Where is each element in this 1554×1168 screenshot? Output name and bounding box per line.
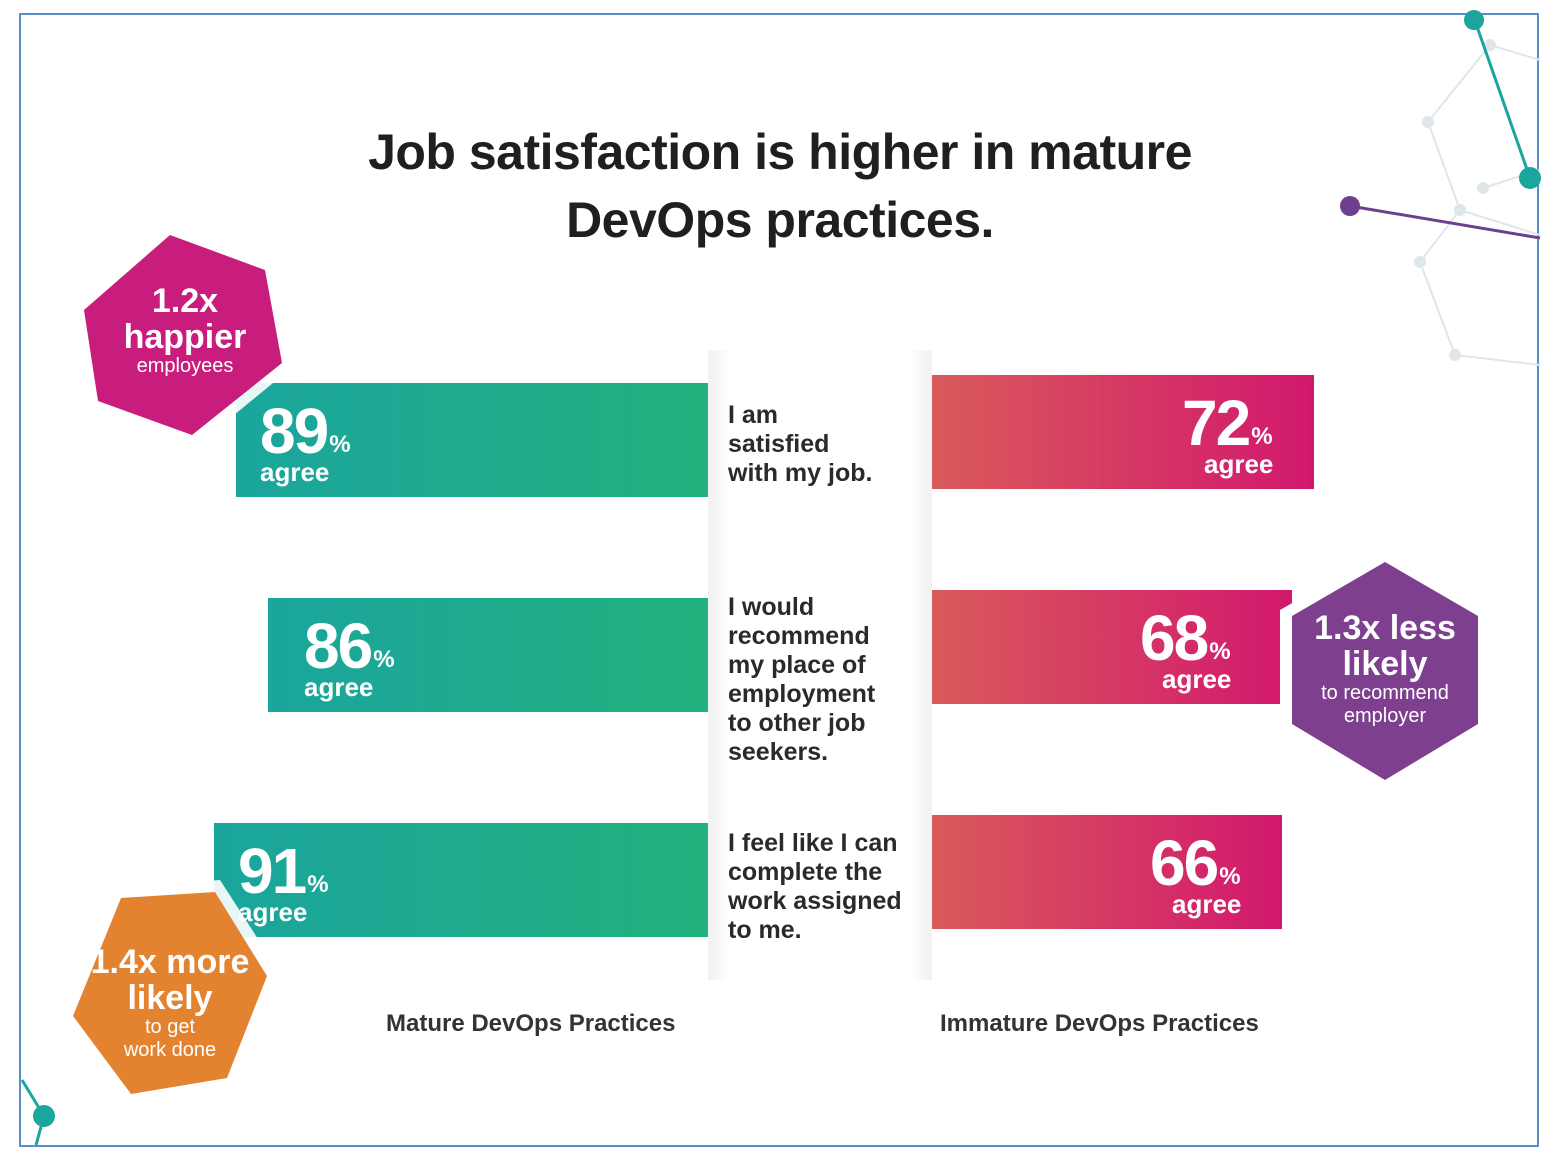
bar-immature: [932, 590, 1292, 704]
value-number: 72: [1182, 387, 1251, 459]
bar-immature: [932, 375, 1314, 489]
value-label-immature: 66%: [1150, 831, 1241, 895]
statement-line: work assigned: [728, 887, 902, 915]
hexagon-shape: [1280, 550, 1490, 792]
badge-workdone-big2: likely: [127, 979, 213, 1017]
statement-line: I feel like I can: [728, 829, 898, 857]
statement-line: recommend: [728, 622, 870, 650]
value-number: 89: [260, 395, 329, 467]
statement-line: I would: [728, 593, 815, 621]
value-label-immature: 72%: [1182, 391, 1273, 455]
percent-sign: %: [1251, 423, 1273, 450]
agree-label-immature: agree: [1172, 889, 1242, 919]
agree-label-mature: agree: [238, 897, 308, 927]
statement-line: complete the: [728, 858, 883, 886]
hexagon-shape: [60, 880, 280, 1106]
statement-line: to other job: [728, 709, 866, 737]
hexagon-shape: [70, 223, 295, 447]
statement-line: seekers.: [728, 738, 829, 766]
bar-mature: [268, 598, 708, 712]
statement-line: with my job.: [728, 459, 873, 487]
statement-line: employment: [728, 680, 876, 708]
agree-label-immature: agree: [1162, 664, 1232, 694]
statement-satisfied: I am satisfied with my job.: [728, 401, 928, 488]
badge-recommend-big1: 1.3x less: [1314, 609, 1456, 647]
statement-line: to me.: [728, 916, 802, 944]
badge-happier-small: employees: [136, 355, 234, 377]
value-number: 91: [238, 835, 307, 907]
badge-happier: 1.2x happier employees: [70, 215, 300, 460]
center-divider: [708, 350, 932, 980]
bar-mature: [214, 823, 708, 937]
bar-immature: [932, 815, 1282, 929]
value-label-mature: 86%: [304, 614, 395, 678]
agree-label-mature: agree: [304, 672, 374, 702]
badge-workdone: 1.4x more likely to get work done: [55, 878, 285, 1118]
badge-recommend-small1: to recommend: [1321, 682, 1449, 704]
axis-label-mature: Mature DevOps Practices: [386, 1010, 676, 1037]
value-label-mature: 89%: [260, 399, 351, 463]
axis-label-immature: Immature DevOps Practices: [940, 1010, 1259, 1037]
figure-frame: [19, 13, 1539, 1147]
percent-sign: %: [1219, 863, 1241, 890]
badge-workdone-small2: work done: [123, 1039, 217, 1061]
percent-sign: %: [329, 431, 351, 458]
value-label-mature: 91%: [238, 839, 329, 903]
badge-happier-big2: happier: [123, 318, 247, 356]
badge-recommend-small2: employer: [1343, 705, 1427, 727]
statement-recommend: I would recommend my place of employment to …: [728, 593, 928, 767]
badge-workdone-small1: to get: [144, 1016, 196, 1038]
bar-mature: [236, 383, 708, 497]
badge-recommend-big2: likely: [1342, 645, 1428, 683]
value-label-immature: 68%: [1140, 606, 1231, 670]
badge-workdone-big1: 1.4x more: [90, 943, 250, 981]
agree-label-mature: agree: [260, 457, 330, 487]
value-number: 66: [1150, 827, 1219, 899]
percent-sign: %: [373, 646, 395, 673]
percent-sign: %: [307, 871, 329, 898]
value-number: 68: [1140, 602, 1209, 674]
badge-happier-big1: 1.2x: [151, 282, 219, 320]
agree-label-immature: agree: [1204, 449, 1274, 479]
badge-recommend: 1.3x less likely to recommend employer: [1275, 550, 1495, 800]
chart-title: Job satisfaction is higher in mature Dev…: [368, 124, 1192, 248]
statement-line: I am: [728, 401, 779, 429]
percent-sign: %: [1209, 638, 1231, 665]
statement-line: satisfied: [728, 430, 830, 458]
statement-line: my place of: [728, 651, 866, 679]
value-number: 86: [304, 610, 373, 682]
statement-complete-work: I feel like I can complete the work assign…: [728, 829, 938, 945]
